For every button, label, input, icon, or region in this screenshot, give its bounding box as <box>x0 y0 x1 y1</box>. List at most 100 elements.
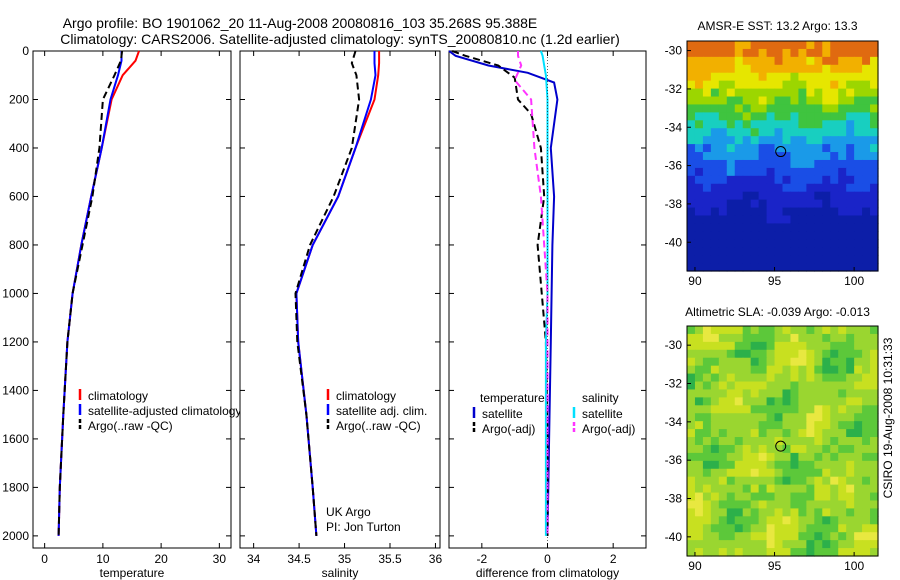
sla-heatmap-cell <box>806 500 815 510</box>
sla-heatmap-cell <box>734 349 744 359</box>
salinity-x-tick-label: 36 <box>429 552 443 566</box>
sla-heatmap-cell <box>862 413 871 422</box>
sla-heatmap-cell <box>822 373 831 383</box>
sla-heatmap-cell <box>870 357 879 367</box>
sst-heatmap-cell <box>734 215 744 225</box>
sst-heatmap-cell <box>750 207 760 217</box>
sla-heatmap-cell <box>830 349 839 359</box>
sla-heatmap-cell <box>750 333 760 343</box>
sla-heatmap-cell <box>734 405 744 414</box>
sst-heatmap-cell <box>790 72 800 82</box>
sla-heatmap-cell <box>750 365 760 375</box>
sst-heatmap-cell <box>870 120 879 129</box>
sst-heatmap-cell <box>798 120 807 129</box>
sst-heatmap-cell <box>814 167 823 177</box>
sst-heatmap-cell <box>830 167 839 177</box>
sla-heatmap-cell <box>774 357 784 367</box>
sst-heatmap-cell <box>822 120 831 129</box>
sla-heatmap-cell <box>870 500 879 510</box>
sst-heatmap-cell <box>710 120 720 129</box>
sla-heatmap-cell <box>750 508 760 517</box>
sst-heatmap-cell <box>790 48 800 58</box>
sla-heatmap-cell <box>862 397 871 406</box>
sla-heatmap-cell <box>854 349 863 359</box>
sst-heatmap-cell <box>870 255 879 264</box>
sst-heatmap-cell <box>814 96 823 106</box>
sla-heatmap-cell <box>846 326 855 335</box>
sla-heatmap-cell <box>870 460 879 470</box>
sla-heatmap-cell <box>870 429 879 438</box>
sst-heatmap-cell <box>862 263 871 272</box>
sla-heatmap-cell <box>710 548 720 557</box>
sst-heatmap-cell <box>870 199 879 209</box>
sst-heatmap-cell <box>870 80 879 90</box>
sla-heatmap-cell <box>710 413 720 422</box>
sla-heatmap-cell <box>846 381 855 391</box>
sla-heatmap-cell <box>782 429 792 438</box>
difference-x-tick-label: 0 <box>544 552 551 566</box>
sla-heatmap-cell <box>750 476 760 486</box>
sst-heatmap-cell <box>870 112 879 121</box>
sla-heatmap-cell <box>782 476 792 486</box>
sst-heatmap-cell <box>870 159 879 169</box>
sst-heatmap-cell <box>758 255 768 264</box>
sla-heatmap-cell <box>774 326 784 335</box>
sla-heatmap-cell <box>806 437 815 446</box>
sla-heatmap-cell <box>734 381 744 391</box>
sst-heatmap-cell <box>726 207 736 217</box>
sla-heatmap-cell <box>782 460 792 470</box>
sla-heatmap-cell <box>710 349 720 359</box>
sst-heatmap-cell <box>862 239 871 248</box>
sla-heatmap-cell <box>702 540 712 549</box>
sla-heatmap-cell <box>854 413 863 422</box>
sla-heatmap-cell <box>702 444 712 454</box>
sst-map-panel: AMSR-E SST: 13.2 Argo: 13.3 90 95 100 -30 -32… <box>665 19 879 288</box>
sla-heatmap-cell <box>758 357 768 367</box>
sst-heatmap-cell <box>758 41 768 50</box>
sla-heatmap-cell <box>718 492 728 502</box>
sla-heatmap-cell <box>726 476 736 486</box>
sst-heatmap-cell <box>687 199 696 209</box>
sla-heatmap-cell <box>702 508 712 517</box>
sla-heatmap-cell <box>687 508 696 517</box>
sla-heatmap-cell <box>790 540 800 549</box>
sla-heatmap-cell <box>758 397 768 406</box>
sla-heatmap-cell <box>854 500 863 510</box>
sla-heatmap-cell <box>702 548 712 557</box>
sst-heatmap-cell <box>694 120 704 129</box>
sla-heatmap-cell <box>742 373 752 383</box>
sst-heatmap-cell <box>838 207 847 217</box>
depth-tick-label: 400 <box>9 141 29 155</box>
sla-heatmap-cell <box>766 333 776 343</box>
sla-heatmap-cell <box>814 326 823 335</box>
sla-heatmap-cell <box>726 357 736 367</box>
sst-heatmap-cell <box>726 231 736 240</box>
sst-heatmap-cell <box>750 120 760 129</box>
sst-heatmap-cell <box>766 215 776 225</box>
sla-heatmap-cell <box>718 500 728 510</box>
sst-heatmap-cell <box>846 215 855 225</box>
sst-heatmap-cell <box>742 104 752 113</box>
sla-heatmap-cell <box>726 532 736 541</box>
sst-heatmap-cell <box>854 64 863 74</box>
sst-heatmap-cell <box>750 56 760 66</box>
sla-heatmap-cell <box>830 333 839 343</box>
sst-heatmap-cell <box>806 167 815 177</box>
sst-heatmap-cell <box>718 215 728 225</box>
sst-heatmap-cell <box>838 223 847 232</box>
sst-heatmap-cell <box>846 96 855 106</box>
sla-heatmap-cell <box>782 468 792 478</box>
sst-heatmap-cell <box>854 199 863 209</box>
sst-heatmap-cell <box>774 120 784 129</box>
sst-heatmap-cell <box>702 167 712 177</box>
sla-heatmap-cell <box>702 476 712 486</box>
sla-heatmap-cell <box>742 492 752 502</box>
sla-heatmap-cell <box>822 468 831 478</box>
sla-heatmap-cell <box>830 452 839 462</box>
temperature-legend-label: Argo(..raw -QC) <box>88 419 173 433</box>
sst-heatmap-cell <box>798 72 807 82</box>
sla-heatmap-cell <box>742 452 752 462</box>
sla-heatmap-cell <box>718 444 728 454</box>
sla-heatmap-cell <box>846 405 855 414</box>
sla-heatmap-cell <box>766 540 776 549</box>
